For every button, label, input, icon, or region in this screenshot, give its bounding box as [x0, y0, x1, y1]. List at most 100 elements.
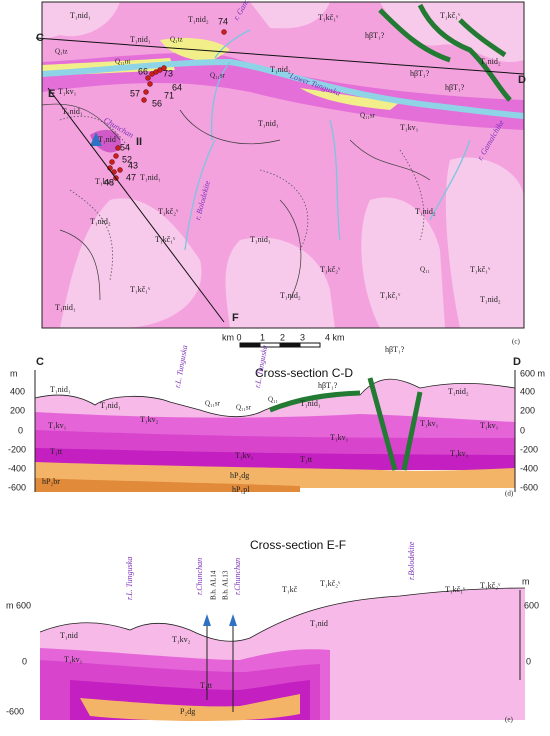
section-end-label: II [136, 136, 142, 148]
unit-label: T₁kč₁ᵛ [470, 265, 491, 274]
site-number: 64 [172, 82, 182, 92]
unit-label: T₁kv₁ [64, 655, 83, 664]
axis-label: m [522, 576, 530, 586]
unit-label: hβT₁? [385, 345, 405, 354]
river-label: r.L. Tunguska [125, 557, 134, 600]
unit-label: Q₁₁sr [236, 404, 252, 412]
unit-label: (c) [512, 338, 520, 346]
site-number: 52 [122, 154, 132, 164]
axis-label: 0 [18, 425, 23, 435]
unit-label: hβT₁? [410, 69, 430, 78]
unit-label: T₁nid [60, 631, 78, 640]
unit-label: hβT₁? [445, 83, 465, 92]
map-body [42, 2, 524, 328]
axis-label: 400 [520, 386, 535, 396]
map-shape [90, 129, 121, 153]
axis-label: -400 [520, 463, 538, 473]
axis-label: 0 [22, 656, 27, 666]
section-end-label: F [232, 312, 239, 324]
map-shape [34, 378, 516, 418]
unit-label: T₁nid₁ [100, 401, 121, 410]
site-number: 71 [164, 90, 174, 100]
unit-label: T₁nid₁ [70, 11, 91, 20]
axis-label: -600 [520, 482, 538, 492]
unit-label: T₁nid₁ [55, 303, 76, 312]
unit-label: T₁tt [200, 681, 213, 690]
unit-label: T₁nid₁ [130, 35, 151, 44]
axis-label: 600 m [520, 368, 545, 378]
map-shape [445, 157, 524, 328]
unit-label: T₁kč₁ᵛ [445, 585, 466, 594]
map-shape [300, 88, 400, 110]
unit-label: P₂dg [180, 707, 195, 716]
site-number: 57 [130, 88, 140, 98]
axis-label: m 600 [6, 600, 31, 610]
unit-label: hβT₁? [318, 381, 338, 390]
unit-label: T₁kv₁ [48, 421, 67, 430]
unit-label: Q₁₁sr [205, 400, 221, 408]
unit-label: T₁kč₂ᵛ [480, 581, 501, 590]
unit-label: hP₂dg [230, 471, 249, 480]
section-line [35, 37, 525, 323]
site-number: 48 [104, 177, 114, 187]
circle-shape [117, 167, 123, 173]
site-number: 73 [163, 68, 173, 78]
unit-label: T₁kv₁ [330, 433, 349, 442]
site-number: 54 [120, 142, 130, 152]
unit-label: T₁kv₂ [140, 415, 159, 424]
map-shape [59, 115, 425, 281]
section-ef [39, 587, 526, 721]
unit-label: T₁kč₂ᵛ [158, 207, 179, 216]
unit-label: Q₁tz [170, 36, 183, 44]
unit-label: T₁nid₂ [188, 15, 209, 24]
section-end-label: E [48, 88, 55, 100]
map-shape [80, 694, 300, 721]
unit-label: hP₁pl [232, 485, 250, 494]
unit-label: T₁nid₂ [480, 295, 501, 304]
section-title: Cross-section C-D [255, 366, 353, 380]
map-shape [42, 52, 524, 130]
unit-label: T₁kv₁ [420, 419, 439, 428]
map-shape [269, 377, 423, 471]
unit-label: T₁kč₁ᵛ [130, 285, 151, 294]
map-shape [42, 58, 524, 119]
unit-label: T₁nid₁ [140, 173, 161, 182]
axis-label: 0 [526, 656, 531, 666]
axis-label: km 0 [222, 332, 242, 342]
map-shape [35, 462, 515, 488]
axis-label: m [10, 368, 18, 378]
unit-label: B.h. AL14 [210, 570, 218, 600]
unit-label: T₁kv₁ [400, 123, 419, 132]
unit-label: T₁nid₁ [62, 107, 83, 116]
unit-label: T₁kv₁ [235, 451, 254, 460]
unit-label: T₁nid₁ [250, 235, 271, 244]
map-shape [90, 132, 102, 146]
rect-shape [279, 342, 301, 348]
section-end-label: D [518, 74, 526, 86]
unit-label: T₁nid [310, 619, 328, 628]
unit-label: T₁nid₂ [90, 217, 111, 226]
rect-shape [239, 342, 261, 348]
unit-label: T₁nid₁ [300, 399, 321, 408]
unit-label: T₁nid₂ [280, 291, 301, 300]
circle-shape [147, 81, 153, 87]
circle-shape [161, 65, 167, 71]
unit-label: (d) [505, 490, 514, 498]
rect-shape [299, 342, 321, 348]
unit-label: T₁kv₁ [480, 421, 499, 430]
map-shape [184, 29, 471, 251]
circle-shape [115, 145, 121, 151]
unit-label: T₁nid₁ [258, 119, 279, 128]
unit-label: T₁kč₁ᵛ [318, 13, 339, 22]
map-shape [203, 614, 237, 626]
river-label: r.Chunchan [195, 558, 204, 595]
map-shape [361, 197, 445, 328]
circle-shape [221, 29, 227, 35]
axis-label: -200 [520, 444, 538, 454]
map-shape [35, 478, 300, 492]
section-end-label: C [36, 356, 44, 368]
section-cd [34, 370, 516, 492]
unit-label: Q₁₁sr [360, 112, 376, 120]
circle-shape [113, 153, 119, 159]
unit-label: B.h. AL13 [222, 570, 230, 600]
